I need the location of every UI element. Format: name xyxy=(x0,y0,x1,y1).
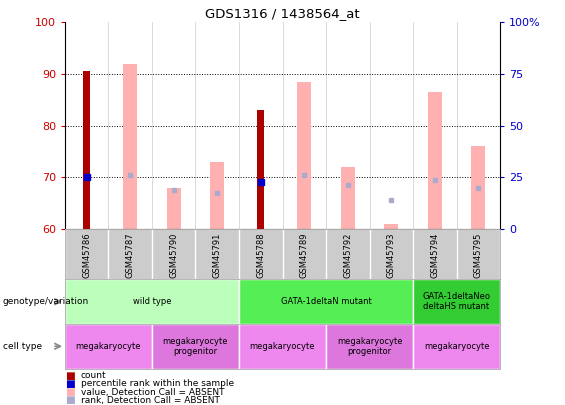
Bar xyxy=(471,146,485,229)
Text: GSM45790: GSM45790 xyxy=(170,233,178,278)
Text: GSM45786: GSM45786 xyxy=(82,233,91,279)
Bar xyxy=(152,324,239,369)
Title: GDS1316 / 1438564_at: GDS1316 / 1438564_at xyxy=(205,7,360,20)
Bar xyxy=(210,162,224,229)
Bar xyxy=(239,279,413,324)
Bar xyxy=(83,71,90,229)
Text: GSM45788: GSM45788 xyxy=(257,233,265,279)
Text: megakaryocyte
progenitor: megakaryocyte progenitor xyxy=(163,337,228,356)
Bar xyxy=(297,82,311,229)
Bar xyxy=(65,279,239,324)
Text: megakaryocyte
progenitor: megakaryocyte progenitor xyxy=(337,337,402,356)
Text: rank, Detection Call = ABSENT: rank, Detection Call = ABSENT xyxy=(81,396,220,405)
Bar xyxy=(413,324,500,369)
Text: GSM45787: GSM45787 xyxy=(126,233,134,279)
Bar xyxy=(123,64,137,229)
Text: GSM45791: GSM45791 xyxy=(213,233,221,278)
Text: GATA-1deltaNeo
deltaHS mutant: GATA-1deltaNeo deltaHS mutant xyxy=(423,292,490,311)
Text: wild type: wild type xyxy=(133,297,171,306)
Text: ■: ■ xyxy=(65,395,75,405)
Text: ■: ■ xyxy=(65,379,75,389)
Text: GSM45793: GSM45793 xyxy=(387,233,396,278)
Text: GATA-1deltaN mutant: GATA-1deltaN mutant xyxy=(281,297,371,306)
Text: ■: ■ xyxy=(65,387,75,397)
Bar xyxy=(167,188,181,229)
Text: megakaryocyte: megakaryocyte xyxy=(424,342,489,351)
Bar xyxy=(326,324,413,369)
Text: ■: ■ xyxy=(65,371,75,381)
Text: GSM45794: GSM45794 xyxy=(431,233,439,278)
Text: GSM45792: GSM45792 xyxy=(344,233,352,278)
Bar xyxy=(65,324,152,369)
Text: GSM45795: GSM45795 xyxy=(474,233,483,278)
Bar xyxy=(428,92,442,229)
Bar xyxy=(413,279,500,324)
Bar xyxy=(239,324,326,369)
Bar xyxy=(341,167,355,229)
Text: cell type: cell type xyxy=(3,342,42,351)
Bar xyxy=(384,224,398,229)
Text: megakaryocyte: megakaryocyte xyxy=(250,342,315,351)
Text: GSM45789: GSM45789 xyxy=(300,233,308,278)
Text: value, Detection Call = ABSENT: value, Detection Call = ABSENT xyxy=(81,388,224,396)
Text: megakaryocyte: megakaryocyte xyxy=(76,342,141,351)
Text: percentile rank within the sample: percentile rank within the sample xyxy=(81,379,234,388)
Text: count: count xyxy=(81,371,106,380)
Text: genotype/variation: genotype/variation xyxy=(3,297,89,306)
Bar xyxy=(257,110,264,229)
